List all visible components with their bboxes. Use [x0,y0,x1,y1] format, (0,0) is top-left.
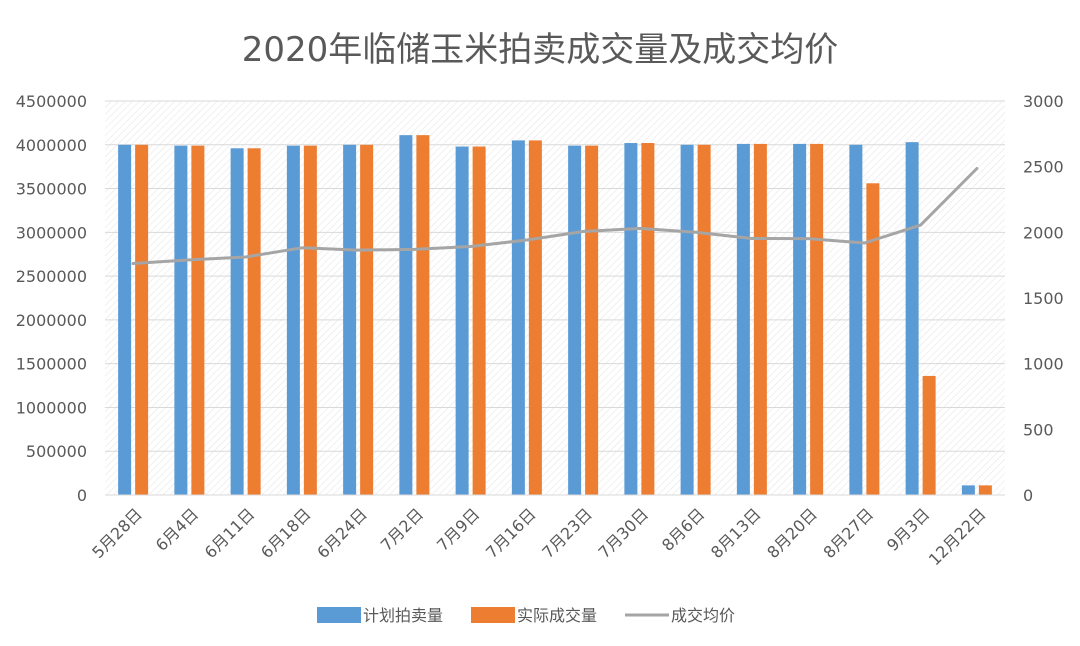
bar-计划拍卖量 [905,142,919,495]
bar-实际成交量 [866,183,880,495]
x-tick-label: 7月30日 [595,504,653,562]
y-left-tick-label: 4000000 [16,136,87,155]
bar-实际成交量 [697,144,711,495]
x-tick-label: 7月16日 [482,504,540,562]
bar-计划拍卖量 [174,145,188,496]
x-tick-label: 6月24日 [313,504,371,562]
y-left-tick-label: 0 [77,486,87,505]
bar-实际成交量 [978,485,992,495]
bar-计划拍卖量 [455,146,469,496]
line-成交均价 [131,167,979,265]
x-tick-label: 6月18日 [257,504,315,562]
bar-实际成交量 [641,143,655,495]
bar-计划拍卖量 [793,143,807,495]
legend-swatch-实际成交量 [471,607,515,623]
y-right-tick-label: 1500 [1023,289,1064,308]
y-left-tick-label: 4500000 [16,92,87,111]
bar-实际成交量 [472,146,486,496]
y-left-tick-label: 2500000 [16,267,87,286]
y-right-tick-label: 0 [1023,486,1033,505]
y-left-tick-label: 3500000 [16,180,87,199]
bar-计划拍卖量 [230,148,244,495]
bar-实际成交量 [360,144,374,495]
y-right-tick-label: 2000 [1023,223,1064,242]
legend-label: 计划拍卖量 [363,606,443,625]
x-tick-label: 7月2日 [377,504,427,554]
bar-计划拍卖量 [343,144,357,495]
bar-计划拍卖量 [286,145,300,496]
bar-实际成交量 [585,145,599,496]
y-left-tick-label: 3000000 [16,223,87,242]
bar-计划拍卖量 [568,145,582,496]
bar-计划拍卖量 [849,144,863,495]
x-tick-label: 8月27日 [820,504,878,562]
x-tick-label: 7月23日 [538,504,596,562]
bar-计划拍卖量 [511,140,525,495]
bar-实际成交量 [247,148,261,495]
bar-实际成交量 [753,143,767,495]
y-left-tick-label: 1000000 [16,398,87,417]
bar-计划拍卖量 [961,485,975,495]
y-right-tick-label: 2500 [1023,158,1064,177]
y-right-tick-label: 500 [1023,420,1054,439]
x-tick-label: 6月4日 [152,504,202,554]
bar-实际成交量 [135,144,149,495]
y-left-tick-label: 2000000 [16,311,87,330]
x-tick-label: 12月22日 [925,504,990,569]
x-tick-label: 8月20日 [763,504,821,562]
bar-计划拍卖量 [680,144,694,495]
x-tick-label: 8月6日 [658,504,708,554]
y-left-tick-label: 500000 [26,442,87,461]
chart-title: 2020年临储玉米拍卖成交量及成交均价 [241,30,839,70]
bar-实际成交量 [922,375,936,495]
bar-实际成交量 [191,145,205,496]
bar-实际成交量 [810,143,824,495]
legend-swatch-计划拍卖量 [317,607,361,623]
legend-label: 实际成交量 [517,606,597,625]
bar-计划拍卖量 [118,144,132,495]
x-tick-label: 6月11日 [201,504,259,562]
x-tick-label: 8月13日 [707,504,765,562]
bar-计划拍卖量 [624,143,638,495]
bar-实际成交量 [416,135,430,495]
bar-计划拍卖量 [736,143,750,495]
y-right-tick-label: 3000 [1023,92,1064,111]
legend-label: 成交均价 [671,606,735,625]
bar-计划拍卖量 [399,135,413,495]
x-tick-label: 5月28日 [88,504,146,562]
bar-实际成交量 [303,145,317,496]
y-left-tick-label: 1500000 [16,355,87,374]
y-right-tick-label: 1000 [1023,355,1064,374]
x-tick-label: 9月3日 [883,504,933,554]
x-tick-label: 7月9日 [433,504,483,554]
bar-实际成交量 [528,140,542,495]
